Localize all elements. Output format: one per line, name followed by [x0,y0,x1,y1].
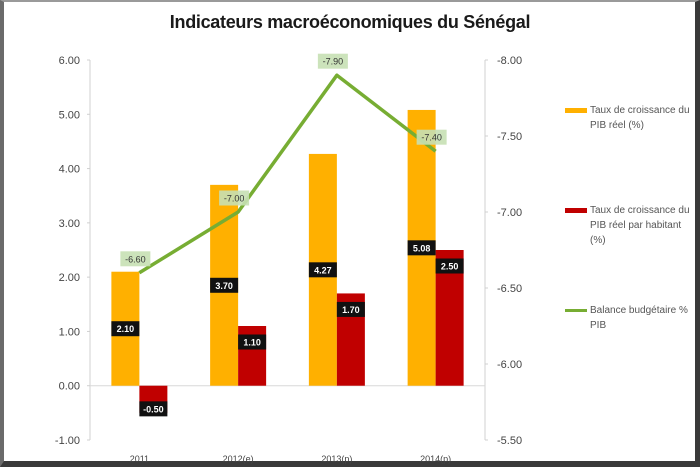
line-data-label-bg [317,53,348,69]
legend-item-pib-reel: Taux de croissance du PIB réel (%) [565,103,690,133]
bar-data-label: 2.10 [117,324,135,334]
line-data-label: -7.00 [224,194,245,204]
left-axis-tick-label: 3.00 [59,218,80,230]
legend-swatch-green [565,309,587,312]
bar-data-label: 1.70 [342,305,360,315]
line-data-label: -7.40 [421,133,442,143]
legend-swatch-red [565,208,587,213]
bar-data-label-bg [238,334,267,350]
bar-data-label: 1.10 [243,338,261,348]
line-data-label: -6.60 [125,254,146,264]
bar-data-label-bg [139,401,168,417]
legend-item-pib-habitant: Taux de croissance du PIB réel par habit… [565,203,690,248]
line-data-label-bg [219,190,250,206]
bar-data-label-bg [435,258,464,274]
legend-label: Balance budgétaire % PIB [590,305,688,331]
right-axis-tick-label: -5.50 [497,435,522,447]
left-axis-tick-label: 5.00 [59,109,80,121]
right-axis-tick-label: -6.50 [497,283,522,295]
bar-data-label-bg [111,321,140,337]
line-data-label: -7.90 [323,57,344,67]
right-axis-tick-label: -7.50 [497,131,522,143]
right-axis-tick-label: -8.00 [497,55,522,67]
left-axis-tick-label: 1.00 [59,326,80,338]
bar-data-label: -0.50 [143,404,164,414]
bar-data-label: 4.27 [314,265,332,275]
legend-label: Taux de croissance du PIB réel (%) [590,105,690,131]
legend-item-balance: Balance budgétaire % PIB [565,303,690,333]
left-axis-tick-label: -1.00 [55,435,80,447]
right-axis-tick-label: -6.00 [497,359,522,371]
x-axis-category-label: 2011 [130,454,149,464]
line-balance-budgetaire [138,73,437,275]
left-axis-tick-label: 4.00 [59,164,80,176]
legend-swatch-orange [565,108,587,113]
chart-title: Indicateurs macroéconomiques du Sénégal [169,12,531,32]
bar-data-label-bg [407,240,436,256]
line-data-label-bg [120,251,151,267]
left-axis-tick-label: 6.00 [59,55,80,67]
x-axis-category-label: 2012(e) [223,454,254,464]
bar-data-label: 3.70 [215,281,233,291]
bar-data-label-bg [308,262,337,278]
legend-label: Taux de croissance du PIB réel par habit… [590,205,690,246]
x-axis-category-label: 2013(p) [321,454,352,464]
line-data-label-bg [416,129,447,145]
bar-data-label-bg [336,301,365,317]
bar-data-label-bg [210,277,239,293]
left-axis-tick-label: 2.00 [59,272,80,284]
x-axis-category-label: 2014(p) [420,454,451,464]
left-axis-tick-label: 0.00 [59,381,80,393]
bar-data-label: 2.50 [441,262,459,272]
bar-data-label: 5.08 [413,243,431,253]
right-axis-tick-label: -7.00 [497,207,522,219]
